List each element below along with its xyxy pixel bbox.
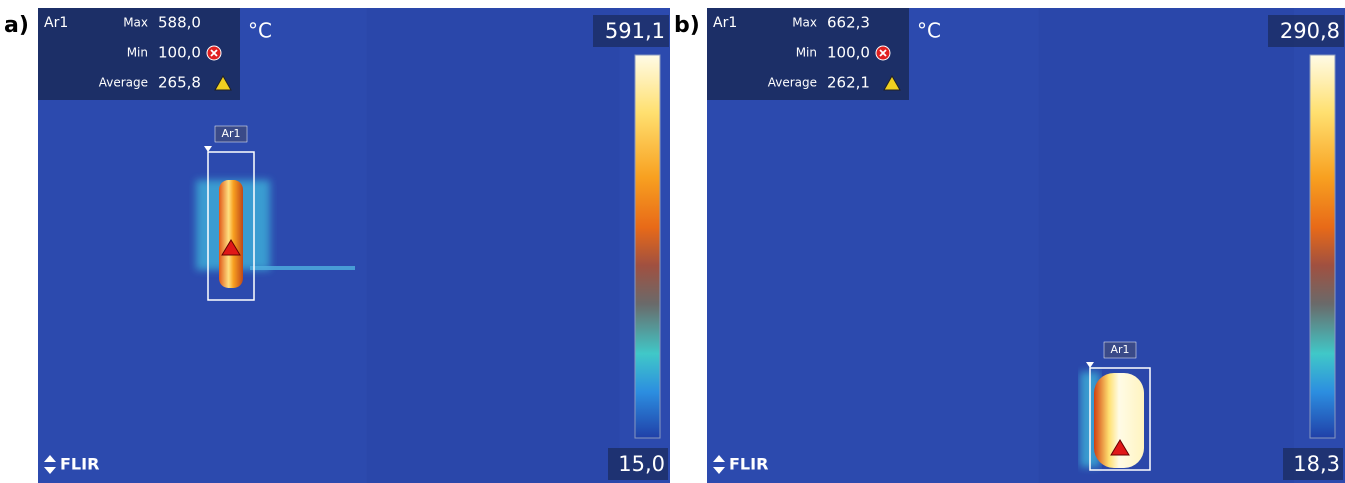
reading-name: Average [768,76,817,90]
reading-value: 265,8 [158,74,201,92]
scale-max-bg [1268,15,1344,47]
alarm-x [879,49,887,57]
info-box [707,8,909,100]
color-scale [1309,54,1336,439]
heat-streak [250,266,355,270]
color-scale [634,54,661,439]
hot-spot [219,180,243,288]
warning-icon [214,74,232,91]
reading-name: Max [792,16,817,30]
marker-label: Ar1 [221,127,240,140]
reading-value: 662,3 [827,14,870,32]
info-box [38,8,240,100]
image-shade [1038,8,1294,483]
reading-value: 588,0 [158,14,201,32]
scale-min: 18,3 [1293,452,1340,476]
unit: °C [248,19,272,43]
reading-value: 100,0 [827,44,870,62]
scale-min: 15,0 [618,452,665,476]
marker-tag-bg [1103,341,1137,359]
marker-tag-bg [214,125,248,143]
measure-box [1089,367,1151,471]
reading-name: Max [123,16,148,30]
reading-name: Min [796,46,817,60]
scale-max: 591,1 [605,19,665,43]
panel-label: b) [674,13,700,38]
marker-pointer [204,146,212,152]
reading-value: 100,0 [158,44,201,62]
logo-icon [713,455,725,474]
measure-box [207,151,255,301]
marker-pointer [1086,362,1094,368]
reading-value: 262,1 [827,74,870,92]
alarm-x [210,49,218,57]
scale-max: 290,8 [1280,19,1340,43]
hot-spot [1094,373,1144,468]
image-shade [366,8,620,483]
area-name: Ar1 [713,15,737,31]
reading-name: Min [127,46,148,60]
scale-max-bg [593,15,669,47]
reading-name: Average [99,76,148,90]
logo-icon [44,455,56,474]
marker-label: Ar1 [1110,343,1129,356]
logo: FLIR [729,455,768,474]
unit: °C [917,19,941,43]
max-marker [221,239,241,256]
area-name: Ar1 [44,15,68,31]
logo: FLIR [60,455,99,474]
scale-min-bg [608,448,668,480]
scale-min-bg [1283,448,1343,480]
max-marker [1110,439,1130,456]
warning-icon [883,74,901,91]
panel-label: a) [4,13,29,38]
